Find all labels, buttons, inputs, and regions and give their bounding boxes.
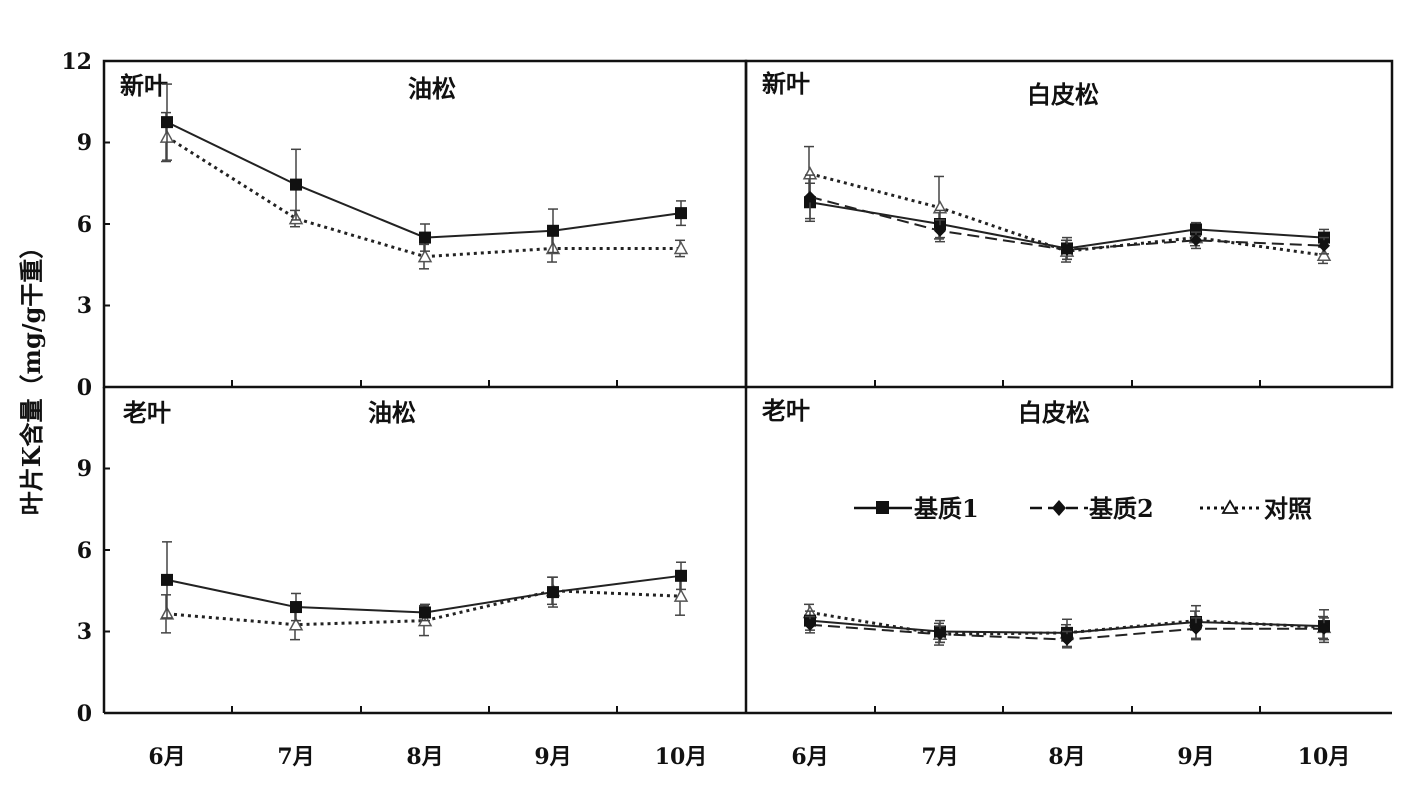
panel4-matrix2-point-4 xyxy=(1190,622,1202,635)
panel-species-bottom-left: 油松 xyxy=(368,398,416,427)
panel3-control-point-2 xyxy=(288,617,304,631)
legend-label-series3: 对照 xyxy=(1264,494,1312,523)
y-tick-label-bottom-3: 3 xyxy=(77,619,92,645)
x-tick-label-right-1: 6月 xyxy=(791,744,828,770)
legend-marker-series1 xyxy=(876,501,889,514)
panel-labels: 新叶 油松 新叶 白皮松 老叶 油松 老叶 白皮松 xyxy=(120,69,1099,427)
panel3-matrix1-point-5 xyxy=(675,569,687,582)
panel-leaf-top-left: 新叶 xyxy=(120,71,168,100)
panel4-matrix2-point-1 xyxy=(804,618,816,631)
panel-leaf-top-right: 新叶 xyxy=(762,69,810,98)
panel3-matrix1-point-3 xyxy=(419,606,431,619)
panel2-matrix2-point-5 xyxy=(1318,239,1330,252)
y-tick-label-bottom-9: 9 xyxy=(77,456,92,482)
x-tick-label-left-3: 8月 xyxy=(406,744,443,770)
panel1-matrix1-point-5 xyxy=(675,207,687,220)
x-tick-label-left-5: 10月 xyxy=(655,744,708,770)
legend-label-series2: 基质2 xyxy=(1089,494,1154,523)
legend-marker-series2 xyxy=(1052,500,1066,516)
panel1-matrix1-point-2 xyxy=(290,178,302,191)
y-axis-title: 叶片K含量（mg/g干重） xyxy=(17,235,46,516)
legend-marker-series3 xyxy=(1221,499,1239,514)
panel3-matrix1-point-4 xyxy=(547,586,559,599)
x-tick-label-left-4: 9月 xyxy=(534,744,571,770)
panel-leaf-bottom-left: 老叶 xyxy=(123,398,171,427)
x-tick-label-right-5: 10月 xyxy=(1298,744,1351,770)
x-tick-labels: 6月 7月 8月 9月 10月 6月 7月 8月 9月 10月 xyxy=(148,744,1350,770)
panel1-matrix1-point-4 xyxy=(547,224,559,237)
y-tick-label-top-12: 12 xyxy=(61,49,92,75)
panel1-matrix1-point-3 xyxy=(419,231,431,244)
legend: 基质1 基质2 对照 xyxy=(854,494,1312,523)
axis-ticks xyxy=(104,60,1261,714)
x-tick-label-right-3: 8月 xyxy=(1048,744,1085,770)
panel3-matrix1-point-2 xyxy=(290,601,302,614)
y-tick-label-bottom-6: 6 xyxy=(77,538,92,564)
y-tick-label-top-6: 6 xyxy=(77,212,92,238)
panel4-matrix2-point-2 xyxy=(934,628,946,641)
y-tick-labels: 12 9 6 3 0 9 6 3 0 xyxy=(61,49,92,727)
legend-label-series1: 基质1 xyxy=(914,494,979,523)
y-tick-label-mid-0: 0 xyxy=(77,375,92,401)
panel-frames xyxy=(102,59,1394,715)
plot-data xyxy=(159,83,1332,649)
panel-species-top-left: 油松 xyxy=(408,74,456,103)
panel4-matrix2-point-3 xyxy=(1061,633,1073,646)
x-tick-label-right-4: 9月 xyxy=(1177,744,1214,770)
panel4-matrix2-point-5 xyxy=(1318,622,1330,635)
panel3-control-line xyxy=(166,589,682,627)
panel2-matrix2-point-2 xyxy=(934,224,946,237)
x-tick-label-right-2: 7月 xyxy=(921,744,958,770)
panel3-control-point-5 xyxy=(673,588,689,602)
panel2-matrix2-point-4 xyxy=(1190,234,1202,247)
panel-species-bottom-right: 白皮松 xyxy=(1018,398,1090,427)
frame-top-right xyxy=(744,59,1394,389)
panel2-control-point-5 xyxy=(1316,247,1332,261)
panel1-matrix1-point-1 xyxy=(161,116,173,129)
y-tick-label-top-3: 3 xyxy=(77,293,92,319)
panel-leaf-bottom-right: 老叶 xyxy=(762,396,810,425)
panel1-matrix1-line xyxy=(166,121,682,239)
y-tick-label-top-9: 9 xyxy=(77,130,92,156)
y-tick-label-bottom-0: 0 xyxy=(77,701,92,727)
panel1-control-point-3 xyxy=(417,249,433,263)
panel1-control-point-5 xyxy=(673,240,689,255)
panel2-matrix2-point-3 xyxy=(1061,243,1073,256)
panel-species-top-right: 白皮松 xyxy=(1027,80,1099,109)
x-tick-label-left-1: 6月 xyxy=(148,744,185,770)
x-tick-label-left-2: 7月 xyxy=(277,744,314,770)
panel3-matrix1-point-1 xyxy=(161,573,173,586)
panel2-matrix2-point-1 xyxy=(804,190,816,203)
